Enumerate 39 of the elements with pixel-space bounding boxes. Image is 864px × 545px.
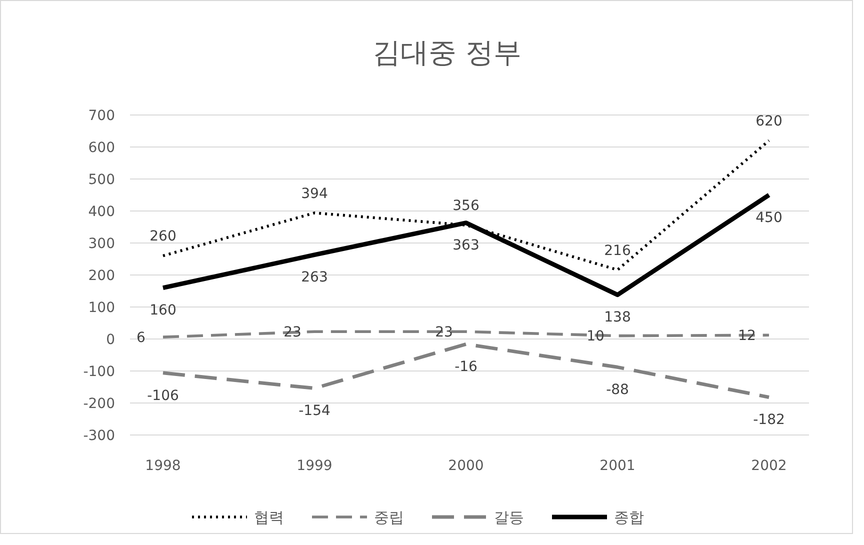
y-tick-label: 100 xyxy=(88,300,115,316)
y-tick-label: 300 xyxy=(88,236,115,252)
data-label: 263 xyxy=(301,270,328,286)
x-tick-label: 2001 xyxy=(600,458,636,474)
x-tick-label: 1999 xyxy=(296,458,332,474)
data-label: 394 xyxy=(301,186,328,202)
data-label: 450 xyxy=(756,210,782,226)
x-tick-label: 2000 xyxy=(448,458,484,474)
y-tick-label: 400 xyxy=(88,204,115,220)
y-tick-label: -300 xyxy=(83,428,115,444)
legend-label: 협력 xyxy=(254,508,284,526)
data-label: 260 xyxy=(150,228,176,245)
y-tick-label: -200 xyxy=(83,396,115,412)
data-label: 138 xyxy=(604,310,631,326)
legend-label: 종합 xyxy=(614,508,644,526)
data-label: 216 xyxy=(604,242,631,259)
legend-label: 중립 xyxy=(374,508,404,526)
data-label: -182 xyxy=(753,412,785,428)
data-label: -106 xyxy=(147,388,179,404)
data-label: 6 xyxy=(136,330,146,346)
legend-label: 갈등 xyxy=(494,508,524,526)
y-tick-label: 500 xyxy=(88,172,115,188)
data-label: 160 xyxy=(150,302,176,319)
data-label: 620 xyxy=(756,114,782,130)
data-label: 356 xyxy=(452,198,480,214)
y-tick-label: -100 xyxy=(83,364,115,380)
y-tick-label: 200 xyxy=(88,268,115,284)
y-tick-label: 0 xyxy=(106,332,115,348)
data-label: 363 xyxy=(452,238,480,254)
x-tick-label: 1998 xyxy=(145,458,181,474)
data-label: 10 xyxy=(586,328,604,345)
data-label: -154 xyxy=(298,403,330,420)
x-tick-label: 2002 xyxy=(751,458,787,474)
data-label: 23 xyxy=(435,324,453,341)
chart-title: 김대중 정부 xyxy=(372,36,522,69)
y-tick-label: 700 xyxy=(88,108,115,124)
y-tick-label: 600 xyxy=(88,140,115,156)
data-label: -16 xyxy=(454,359,478,376)
data-label: -88 xyxy=(606,382,629,398)
